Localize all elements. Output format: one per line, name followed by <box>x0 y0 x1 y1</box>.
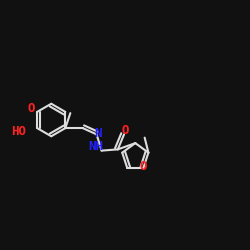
Text: HO: HO <box>11 126 26 138</box>
Text: O: O <box>122 124 129 137</box>
Text: NH: NH <box>88 140 103 153</box>
Text: O: O <box>27 102 35 114</box>
Text: N: N <box>94 127 102 140</box>
Text: O: O <box>140 160 147 173</box>
